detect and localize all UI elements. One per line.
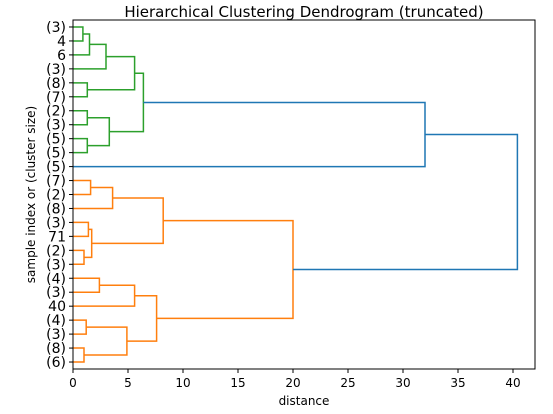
leaf-label: (3) <box>46 215 66 231</box>
dendrogram-link-22 <box>73 101 426 168</box>
dendrogram-link-11 <box>73 221 90 238</box>
leaf-label: (4) <box>46 313 66 329</box>
leaf-label: 71 <box>48 229 66 245</box>
dendrogram-link-7 <box>87 116 111 147</box>
dendrogram-link-0 <box>73 26 84 42</box>
leaf-label: (3) <box>46 118 66 134</box>
x-tick-label: 0 <box>69 376 77 390</box>
y-axis-ticks: (3)46(3)(8)(7)(2)(3)(5)(5)(5)(7)(2)(8)(3… <box>46 20 73 371</box>
leaf-label: 6 <box>57 48 66 64</box>
dendrogram-link-16 <box>73 284 136 307</box>
x-tick-label: 15 <box>230 376 245 390</box>
dendrogram-link-20 <box>126 294 158 342</box>
leaf-label: (2) <box>46 243 66 259</box>
dendrogram-link-1 <box>73 33 91 56</box>
leaf-label: (3) <box>46 20 66 36</box>
leaf-label: (8) <box>46 76 66 92</box>
dendrogram-link-9 <box>73 179 92 196</box>
x-tick-label: 30 <box>395 376 410 390</box>
x-axis-ticks: 0 5 10 15 20 25 30 35 40 <box>69 369 521 390</box>
leaf-label: (7) <box>46 90 66 106</box>
leaf-label: 4 <box>57 34 66 50</box>
dendrogram-link-8 <box>109 72 145 133</box>
leaf-label: (6) <box>46 355 66 371</box>
leaf-label: 40 <box>48 299 66 315</box>
x-tick-label: 35 <box>450 376 465 390</box>
dendrogram-link-23 <box>293 133 519 271</box>
leaf-label: (3) <box>46 285 66 301</box>
leaf-label: (8) <box>46 341 66 357</box>
x-tick-label: 25 <box>340 376 355 390</box>
leaf-label: (3) <box>46 327 66 343</box>
x-tick-label: 20 <box>285 376 300 390</box>
dendrogram-link-21 <box>156 219 294 320</box>
leaf-label: (8) <box>46 201 66 217</box>
leaf-label: (4) <box>46 271 66 287</box>
plot-frame <box>72 19 536 370</box>
leaf-label: (3) <box>46 257 66 273</box>
dendrogram-link-10 <box>73 186 114 210</box>
dendrogram-link-17 <box>73 319 87 335</box>
leaf-label: (5) <box>46 160 66 176</box>
x-tick-label: 5 <box>124 376 132 390</box>
leaf-label: (7) <box>46 174 66 190</box>
x-axis-label: distance <box>279 394 330 408</box>
dendrogram-link-3 <box>73 82 89 98</box>
chart-title: Hierarchical Clustering Dendrogram (trun… <box>124 3 483 21</box>
x-tick-label: 10 <box>175 376 190 390</box>
dendrogram-link-4 <box>87 55 136 91</box>
y-axis-label: sample index or (cluster size) <box>24 106 38 283</box>
dendrogram-link-15 <box>73 277 101 293</box>
dendrogram-link-12 <box>73 249 85 266</box>
x-tick-label: 40 <box>505 376 520 390</box>
dendrogram-link-19 <box>84 326 128 356</box>
leaf-label: (2) <box>46 104 66 120</box>
leaf-label: (3) <box>46 62 66 78</box>
leaf-label: (5) <box>46 132 66 148</box>
dendrogram-link-14 <box>91 197 164 245</box>
leaf-label: (5) <box>46 146 66 162</box>
dendrogram-link-5 <box>73 109 89 126</box>
dendrogram-link-18 <box>73 347 85 363</box>
dendrogram-links <box>73 26 519 363</box>
dendrogram-link-6 <box>73 137 89 154</box>
leaf-label: (2) <box>46 188 66 204</box>
